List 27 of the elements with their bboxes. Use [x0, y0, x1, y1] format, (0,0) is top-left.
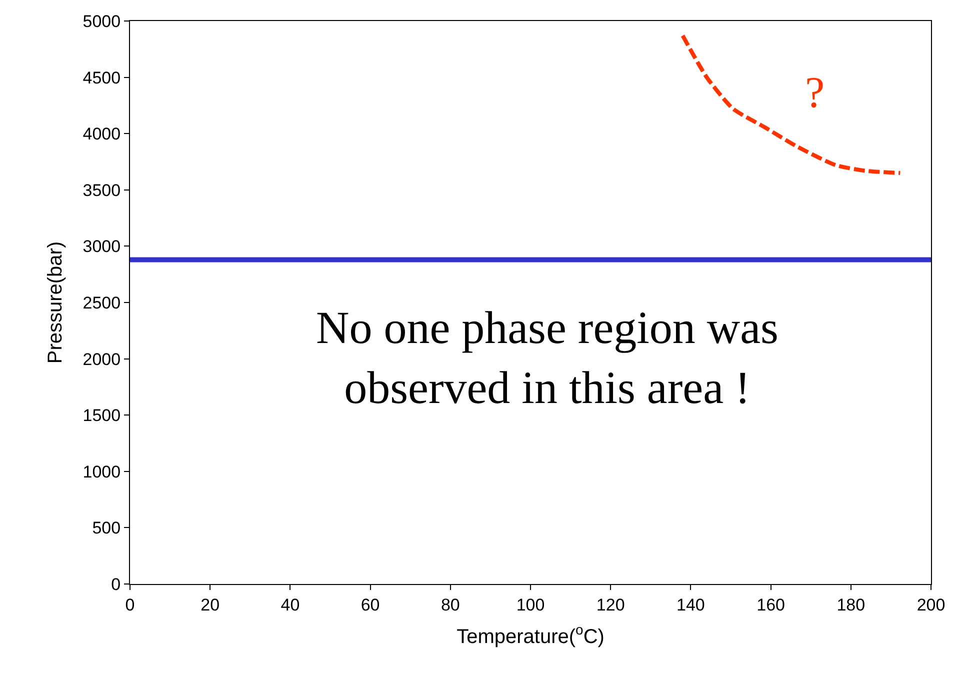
x-tick-label: 40 [280, 595, 300, 614]
y-tick-label: 2000 [82, 350, 121, 369]
y-tick-label: 4000 [82, 124, 121, 144]
y-tick-label: 5000 [82, 12, 121, 31]
y-tick-label: 3000 [82, 237, 121, 256]
y-tick-label: 0 [111, 574, 121, 594]
y-tick-label: 1000 [82, 462, 121, 482]
x-tick-label: 80 [440, 595, 460, 614]
x-tick-label: 120 [596, 595, 625, 614]
x-tick-label: 0 [125, 595, 135, 614]
x-tick-label: 140 [676, 595, 705, 614]
x-tick-label: 200 [916, 595, 946, 614]
line-series [680, 34, 902, 176]
x-tick-label: 100 [516, 595, 545, 614]
x-tick-label: 180 [836, 595, 866, 614]
x-tick-label: 160 [756, 595, 785, 614]
annotation: No one phase region was observed in this area ! [316, 302, 778, 413]
y-axis-title: Pressure(bar) [44, 241, 66, 364]
annotation: ? [805, 68, 825, 117]
y-tick-label: 4500 [82, 68, 121, 88]
y-tick-label: 500 [92, 518, 121, 538]
x-axis-title: Temperature($^{o}$C) [456, 622, 604, 648]
x-tick-label: 20 [200, 595, 220, 614]
y-tick-label: 1500 [82, 406, 121, 426]
y-tick-label: 2500 [82, 293, 121, 312]
x-tick-label: 60 [360, 595, 380, 614]
y-tick-label: 3500 [82, 180, 121, 200]
